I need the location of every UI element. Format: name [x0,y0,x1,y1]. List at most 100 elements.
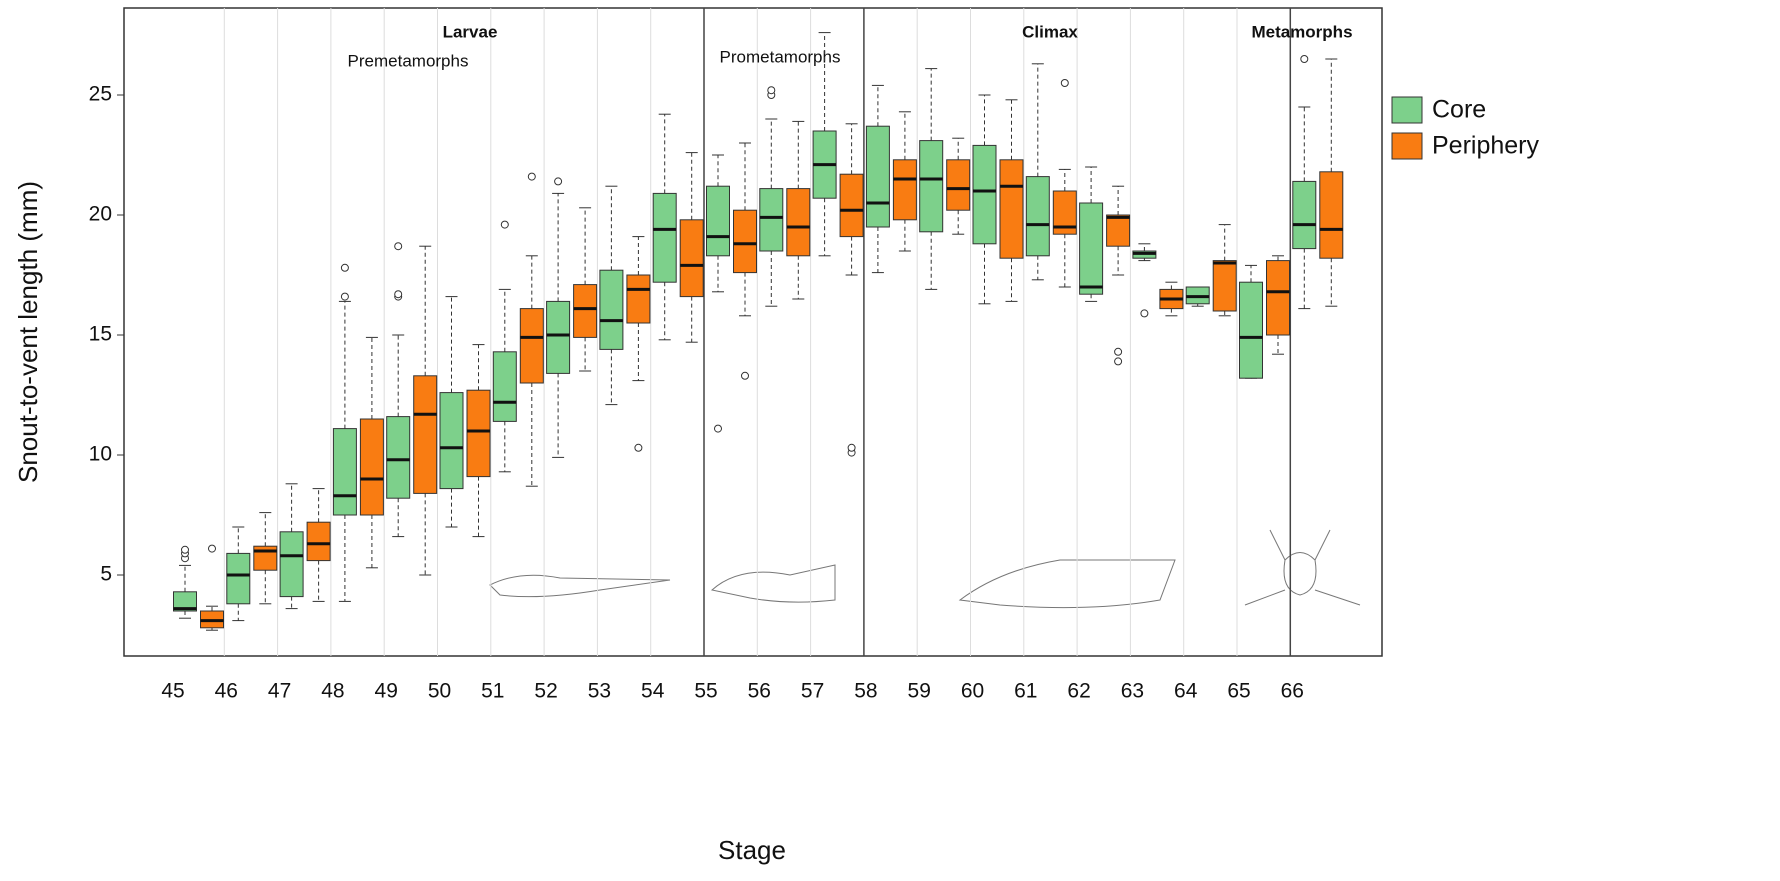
x-tick-label: 51 [481,680,504,703]
box-group [1132,243,1157,318]
box [1319,171,1344,259]
outlier [394,290,403,299]
box-group [466,344,491,538]
box-group [306,488,331,602]
outlier [714,424,722,433]
outlier [181,545,189,554]
box [972,144,997,245]
box-group [652,113,677,341]
box-group [1212,224,1237,317]
box-group [279,483,304,610]
outlier [500,220,509,229]
y-tick-label: 25 [89,83,112,106]
outlier [1300,55,1309,63]
x-tick-label: 47 [268,680,291,703]
box [759,188,784,252]
box [173,591,197,612]
box-group [626,236,651,452]
box [519,308,544,384]
box-group [173,545,197,619]
box-group [1025,63,1050,281]
box-group [946,137,971,235]
x-tick-label: 52 [534,680,557,703]
box [865,125,890,228]
box [946,159,971,211]
box-group [972,94,997,305]
box [1025,176,1050,257]
box [839,173,864,238]
box [466,389,491,478]
outlier [1140,309,1149,318]
box [1266,260,1290,336]
box [919,140,944,233]
box [573,284,598,338]
plot-frame [123,7,1383,657]
outlier [1114,357,1123,366]
box-group [1292,55,1317,310]
box-group [253,512,278,605]
box-group [599,185,624,406]
illustrations [489,529,1361,609]
box [413,375,438,494]
box [1239,281,1263,379]
legend-swatch [1391,96,1423,124]
box [306,521,331,562]
box [1212,260,1237,312]
box-group [573,207,598,372]
box-group [1106,185,1131,366]
box [733,209,757,274]
box-group [812,32,837,257]
tadpole-sketch [489,574,671,598]
tadpole-sketch [710,564,836,603]
x-tick-label: 50 [428,680,451,703]
box-group [1185,286,1210,307]
box-group [1319,58,1344,307]
box-group [706,154,730,433]
box-group [200,544,224,631]
x-tick-label: 48 [321,680,344,703]
box-group [839,123,864,457]
y-tick-label: 5 [100,563,112,586]
x-tick-label: 61 [1014,680,1037,703]
outlier [208,544,216,553]
y-axis-label: Snout-to-vent length (mm) [13,181,43,483]
x-axis-label: Stage [718,835,786,865]
outlier [340,292,349,301]
box-group [413,245,438,576]
x-tick-label: 56 [748,680,771,703]
box [1079,202,1104,295]
phase-label: Prometamorphs [720,47,841,66]
box [492,351,517,422]
box-group [1052,79,1077,288]
x-tick-label: 46 [215,680,238,703]
box-group [519,172,544,487]
box [226,552,251,605]
box [359,418,384,516]
box-group [865,84,890,274]
box-group [546,177,571,458]
x-tick-label: 64 [1174,680,1198,703]
box-group [759,86,784,307]
box [386,416,411,499]
x-tick-label: 59 [908,680,931,703]
box-group [386,242,411,538]
outlier [554,177,563,186]
box-group [786,120,811,300]
box [786,188,811,257]
box-group [332,263,357,602]
x-tick-label: 57 [801,680,824,703]
box-group [492,220,517,473]
x-tick-label: 54 [641,680,665,703]
frog-sketch [1244,529,1361,606]
y-tick-label: 15 [89,323,112,346]
x-tick-label: 49 [375,680,398,703]
outlier [340,263,349,272]
phase-label: Premetamorphs [348,51,469,70]
box-group [999,99,1024,302]
outlier [767,86,776,95]
outlier [634,443,643,452]
box [1052,190,1077,235]
x-tick-label: 63 [1121,680,1144,703]
box [599,269,624,350]
